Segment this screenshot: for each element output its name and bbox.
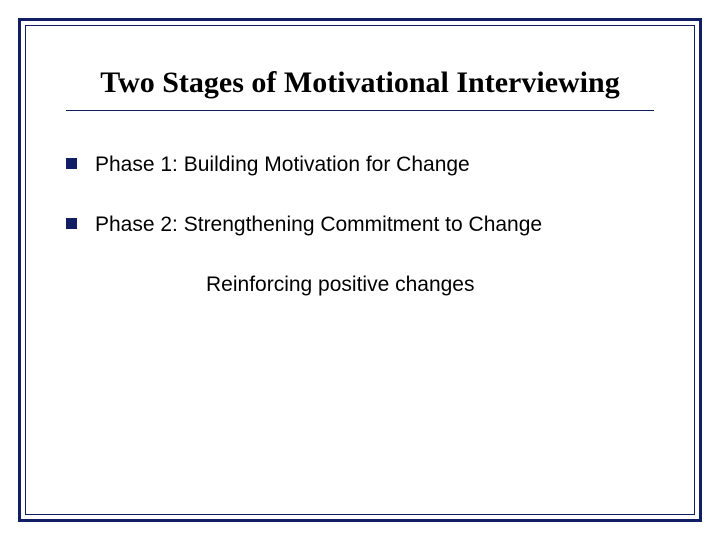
bullet-text: Phase 2: Strengthening Commitment to Cha… (95, 213, 542, 237)
outer-frame: Two Stages of Motivational Interviewing … (18, 18, 702, 522)
bullet-text: Phase 1: Building Motivation for Change (95, 153, 470, 177)
square-bullet-icon (66, 158, 77, 169)
subtext: Reinforcing positive changes (206, 273, 654, 297)
list-item: Phase 1: Building Motivation for Change (66, 153, 654, 177)
list-item: Phase 2: Strengthening Commitment to Cha… (66, 213, 654, 237)
bullet-list: Phase 1: Building Motivation for Change … (66, 153, 654, 237)
square-bullet-icon (66, 218, 77, 229)
slide-title: Two Stages of Motivational Interviewing (66, 66, 654, 100)
inner-frame: Two Stages of Motivational Interviewing … (25, 25, 695, 515)
title-underline (66, 110, 654, 111)
